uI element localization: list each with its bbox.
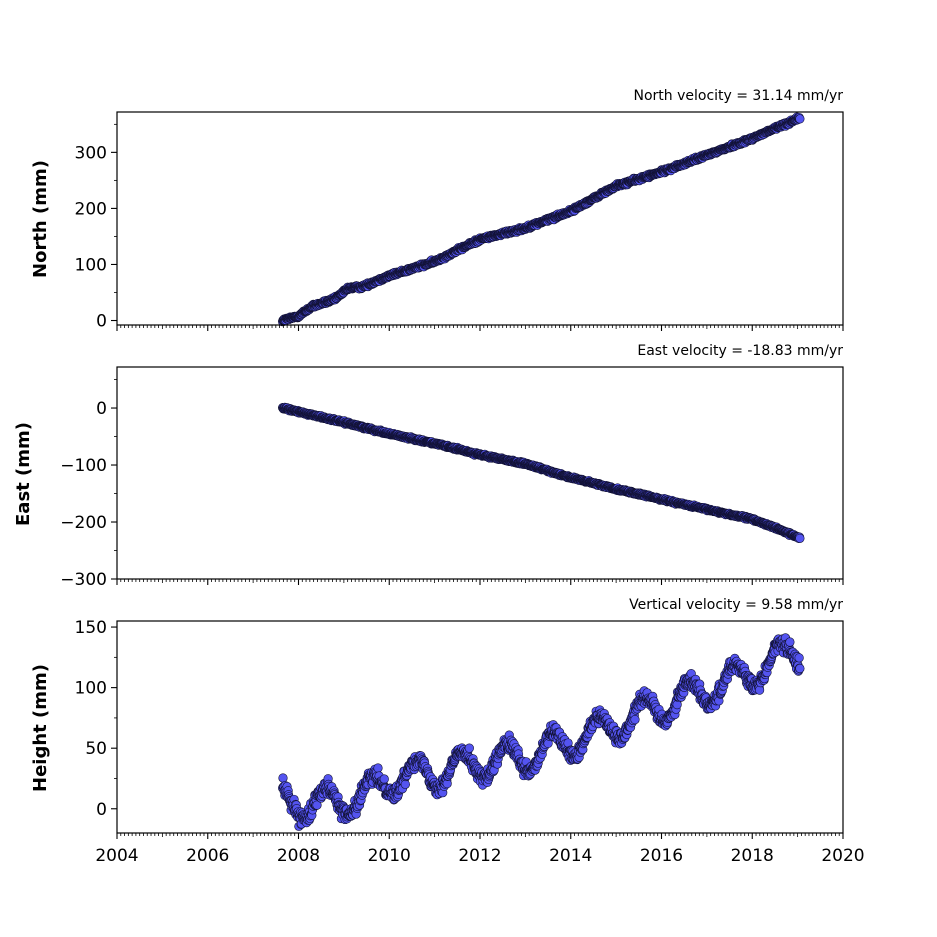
- y-tick-label: 50: [85, 739, 107, 759]
- vertical-velocity-title: Vertical velocity = 9.58 mm/yr: [629, 597, 843, 613]
- y-tick-label: 0: [96, 800, 107, 820]
- height-points: [278, 633, 805, 831]
- y-tick-label: 100: [75, 255, 107, 275]
- data-point: [630, 715, 640, 725]
- north-panel: North velocity = 31.14 mm/yr North (mm) …: [30, 88, 844, 332]
- data-point: [754, 685, 765, 695]
- east-panel: East velocity = -18.83 mm/yr East (mm) 0…: [13, 343, 844, 590]
- east-ticks: 0 −100 −200 −300: [60, 379, 844, 590]
- x-tick-label: 2008: [277, 846, 320, 866]
- y-tick-label: 150: [75, 618, 107, 638]
- x-tick-label: 2018: [731, 846, 774, 866]
- x-tick-label: 2004: [95, 846, 138, 866]
- data-point: [795, 533, 805, 543]
- height-ticks: 2004 2006 2008 2010 2012 2014 2016 2018 2020 0 50 1…: [75, 618, 865, 866]
- east-points: [278, 402, 805, 544]
- north-ticks: 0 100 200 300: [75, 123, 844, 332]
- y-tick-label: −100: [60, 456, 107, 476]
- x-tick-label: 2016: [640, 846, 683, 866]
- data-point: [278, 773, 288, 783]
- north-points: [278, 112, 805, 327]
- data-point: [379, 774, 389, 784]
- data-point: [464, 743, 474, 753]
- y-tick-label: −300: [60, 570, 107, 590]
- x-tick-label: 2012: [458, 846, 501, 866]
- y-tick-label: 0: [96, 399, 107, 419]
- height-axes-frame: [116, 620, 844, 834]
- data-point: [795, 663, 805, 674]
- east-velocity-title: East velocity = -18.83 mm/yr: [637, 343, 843, 359]
- y-tick-label: −200: [60, 513, 107, 533]
- x-tick-label: 2014: [549, 846, 592, 866]
- y-tick-label: 300: [75, 143, 107, 163]
- y-tick-label: 0: [96, 312, 107, 332]
- data-point: [400, 779, 410, 789]
- data-point: [794, 653, 804, 663]
- x-tick-label: 2020: [821, 846, 864, 866]
- height-panel: Vertical velocity = 9.58 mm/yr Height (m…: [30, 597, 865, 866]
- data-point: [373, 763, 383, 773]
- east-axes-frame: [116, 366, 844, 580]
- north-velocity-title: North velocity = 31.14 mm/yr: [633, 88, 843, 104]
- height-ylabel: Height (mm): [30, 664, 51, 792]
- east-ylabel: East (mm): [13, 422, 34, 526]
- data-point: [795, 114, 805, 124]
- y-tick-label: 200: [75, 199, 107, 219]
- y-tick-label: 100: [75, 679, 107, 699]
- data-point: [785, 637, 795, 647]
- x-tick-label: 2010: [368, 846, 411, 866]
- x-tick-label: 2006: [186, 846, 229, 866]
- north-ylabel: North (mm): [30, 160, 51, 278]
